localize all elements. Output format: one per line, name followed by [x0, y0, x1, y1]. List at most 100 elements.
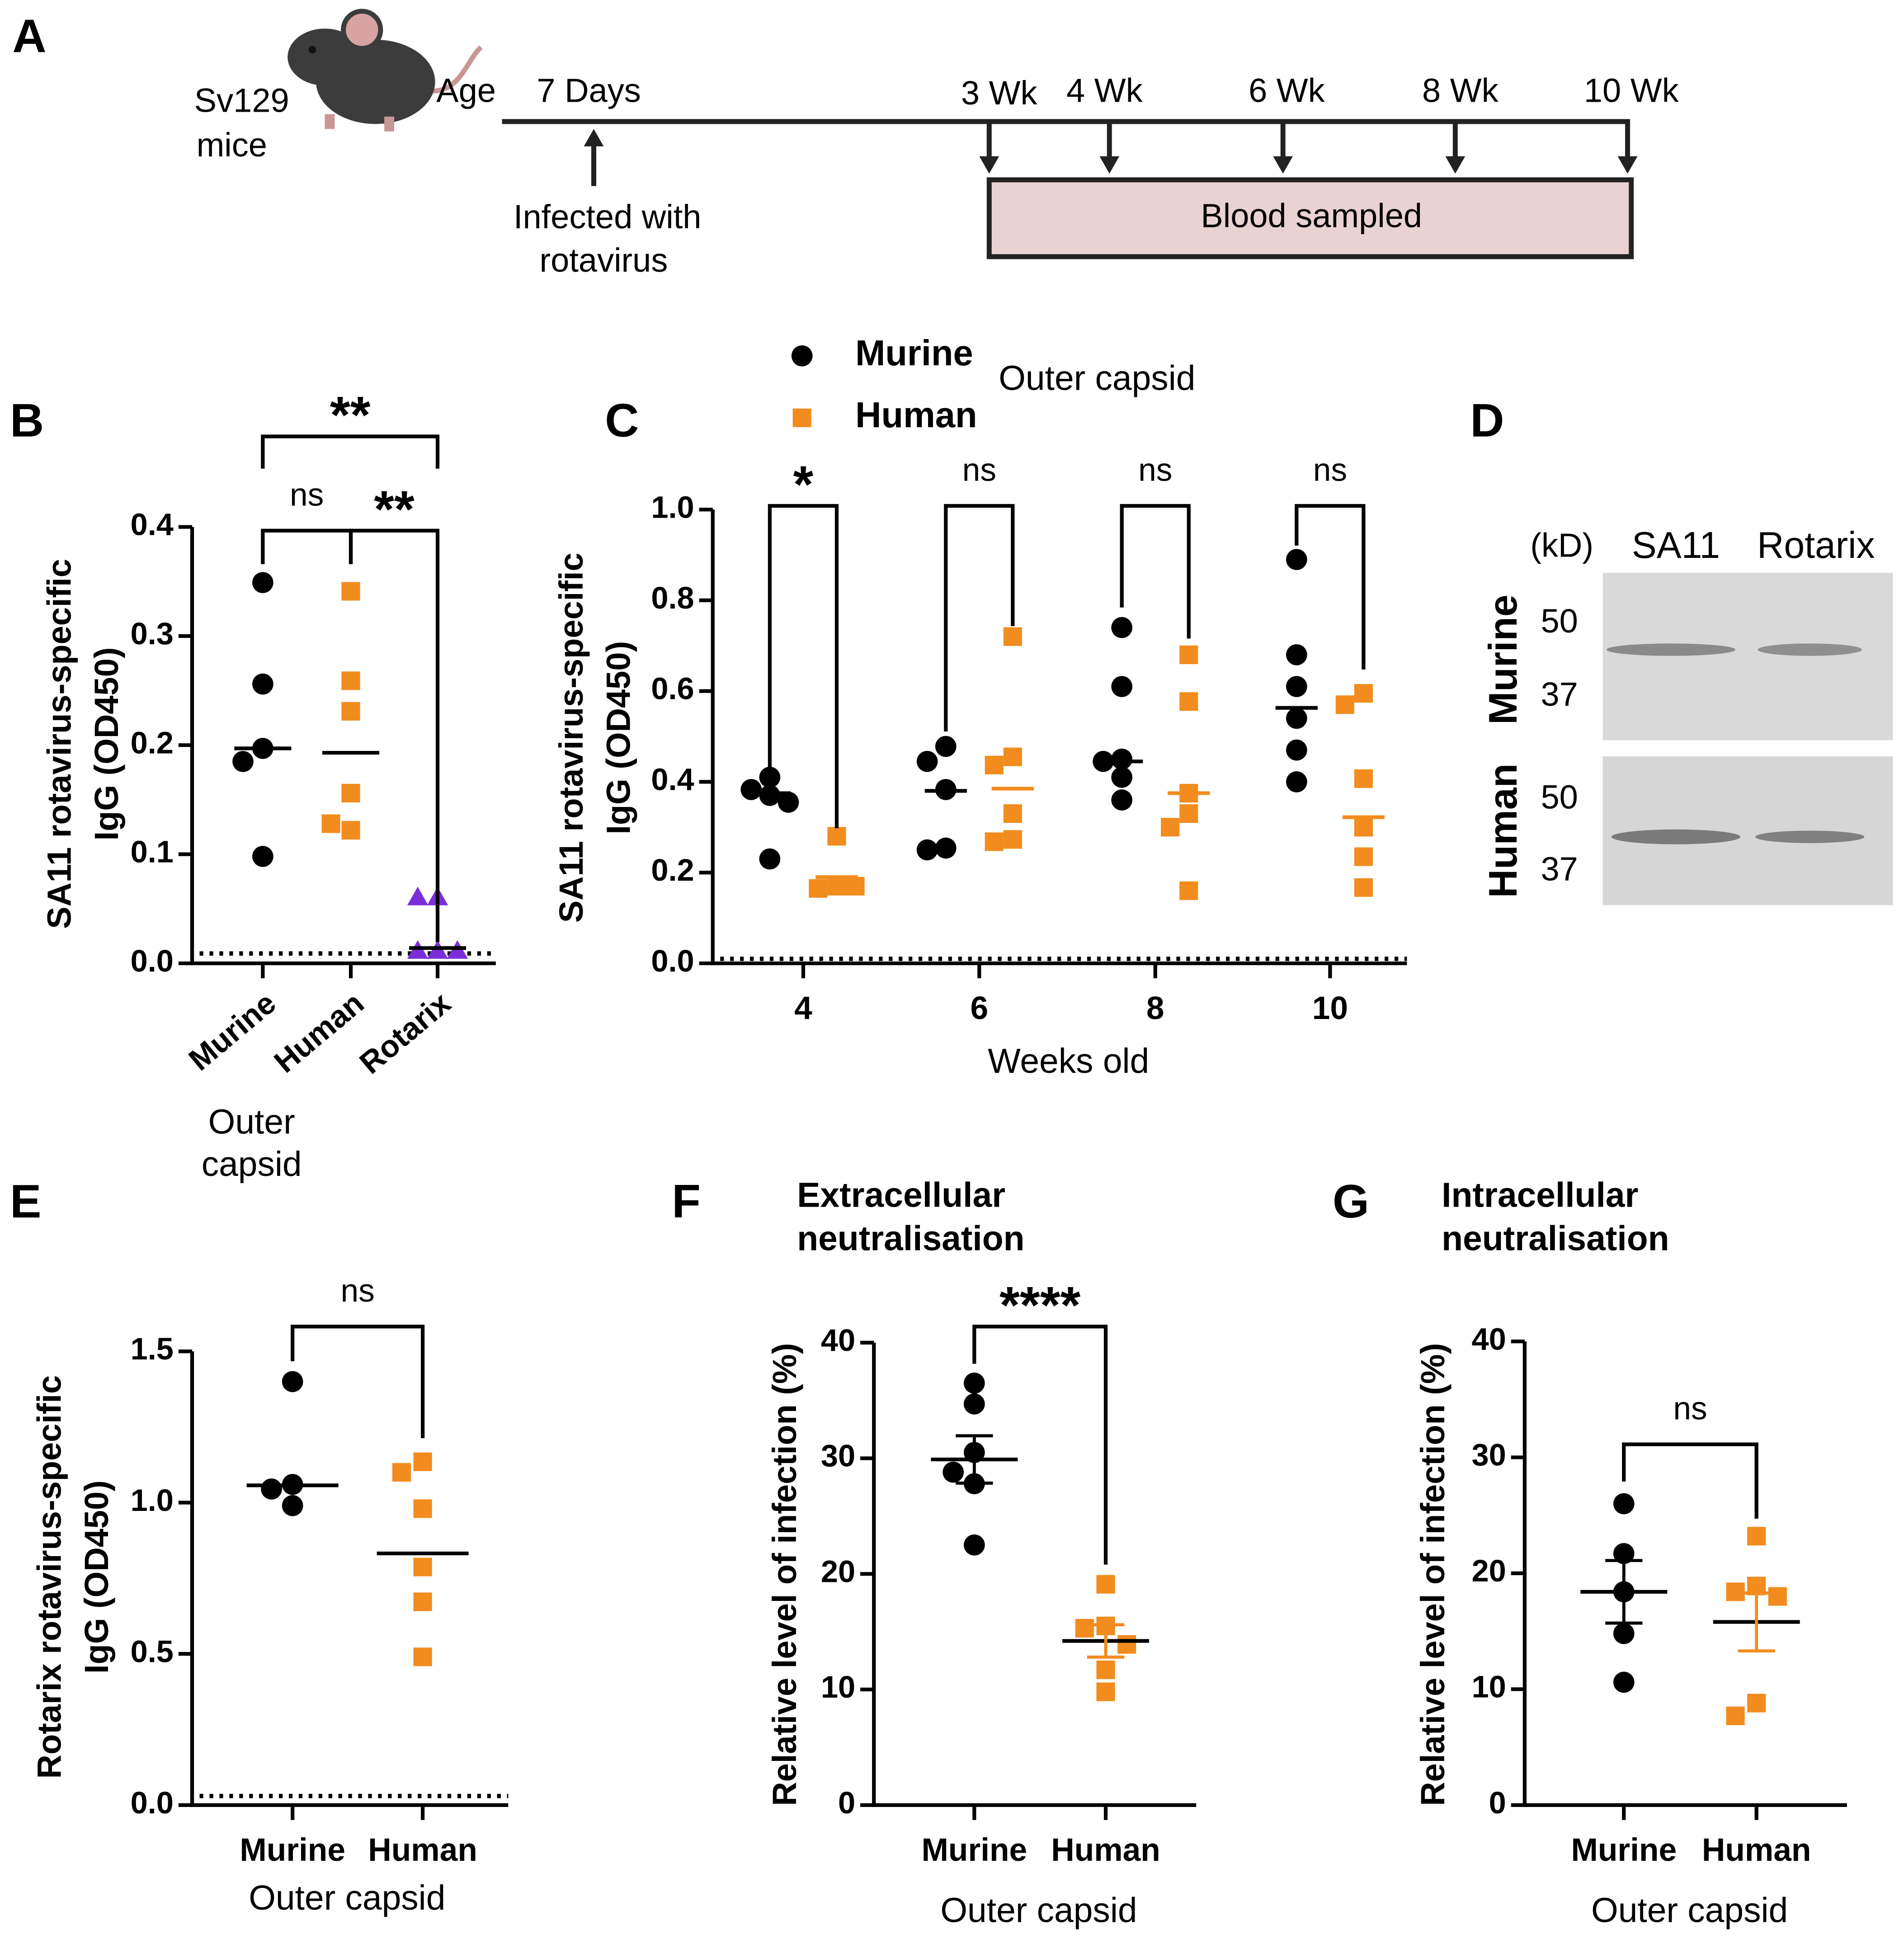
y-axis-label: IgG (OD450): [88, 647, 125, 841]
y-axis-label: SA11 rotavirus-specific: [552, 552, 590, 923]
y-tick-label: 10: [821, 1670, 855, 1704]
data-point: [392, 1463, 411, 1482]
significance-label: ns: [340, 1273, 374, 1309]
data-point: [1179, 804, 1198, 823]
data-point: [1286, 644, 1307, 665]
y-tick-label: 0.0: [131, 944, 174, 978]
data-point: [282, 1371, 303, 1392]
data-point: [1354, 684, 1373, 703]
x-axis-label: Outer capsid: [940, 1891, 1137, 1930]
panel-letter: F: [672, 1175, 701, 1228]
timeline-label: 7 Days: [537, 71, 641, 109]
data-point: [1075, 1618, 1094, 1638]
panel-letter: D: [1470, 394, 1504, 447]
lane-label: SA11: [1632, 525, 1720, 566]
significance-bracket: [291, 1325, 425, 1439]
x-tick-label: 4: [794, 990, 812, 1026]
chart-title: Intracellular: [1442, 1175, 1638, 1214]
blot-band: [1611, 829, 1741, 845]
data-point: [1111, 676, 1132, 697]
timeline-axis-label: Age: [436, 71, 496, 109]
data-point: [985, 832, 1004, 851]
chart-title: Outer capsid: [999, 359, 1195, 397]
data-point: [1111, 767, 1132, 788]
data-point: [1747, 1694, 1766, 1713]
y-axis-label: Rotarix rotavirus-specific: [31, 1375, 68, 1779]
subject-label: mice: [197, 126, 267, 164]
lane-label: Rotarix: [1757, 525, 1875, 566]
blot-image: [1602, 573, 1893, 741]
y-tick-label: 30: [821, 1439, 855, 1473]
data-point: [341, 702, 360, 721]
y-tick-label: 0.0: [131, 1785, 174, 1820]
data-point: [985, 755, 1004, 774]
significance-bracket: [768, 504, 839, 828]
data-point: [413, 1557, 432, 1576]
data-point: [1286, 708, 1307, 729]
error-bar: [956, 1434, 993, 1485]
y-tick-label: 20: [821, 1554, 855, 1589]
x-tick-label: Human: [268, 985, 370, 1079]
y-tick-label: 30: [1472, 1438, 1506, 1472]
data-point: [778, 792, 799, 813]
data-point: [916, 750, 938, 772]
y-axis-label: IgG (OD450): [599, 641, 637, 835]
significance-label: ns: [1673, 1391, 1707, 1427]
data-point: [321, 814, 340, 833]
x-tick-label: Rotarix: [353, 985, 457, 1081]
legend-label: Murine: [855, 333, 973, 373]
legend-label: Human: [855, 395, 977, 435]
y-tick-label: 0.3: [131, 616, 174, 651]
data-point: [1613, 1543, 1635, 1564]
data-point: [341, 671, 360, 690]
y-tick-label: 0.4: [131, 507, 174, 542]
data-point: [759, 767, 781, 788]
data-point: [1003, 747, 1022, 766]
y-tick-label: 40: [1472, 1321, 1506, 1356]
x-tick-label: Murine: [1571, 1832, 1677, 1868]
chart-title: neutralisation: [797, 1219, 1024, 1258]
y-tick-label: 0.1: [131, 835, 174, 869]
blot-row-label: Murine: [1481, 595, 1525, 725]
significance-label: ns: [962, 452, 996, 488]
y-axis-label: SA11 rotavirus-specific: [41, 559, 78, 929]
data-point: [964, 1534, 985, 1556]
data-point: [827, 877, 846, 896]
data-point: [1096, 1661, 1115, 1680]
data-point: [1726, 1706, 1745, 1725]
significance-label: ****: [999, 1276, 1080, 1334]
data-point: [916, 839, 938, 861]
mw-marker: 37: [1541, 850, 1578, 887]
x-tick-label: Human: [1702, 1832, 1811, 1868]
x-axis-label: capsid: [202, 1145, 302, 1184]
x-axis-label: Outer: [208, 1103, 295, 1142]
significance-label: ns: [1313, 452, 1347, 488]
panel-letter: A: [12, 10, 46, 62]
y-tick-label: 1.0: [131, 1483, 174, 1518]
sampling-box: [986, 177, 1634, 260]
data-point: [1096, 1575, 1115, 1594]
x-tick-label: Murine: [240, 1832, 345, 1868]
y-axis-label: Relative level of infection (%): [766, 1343, 803, 1806]
data-point: [261, 1478, 282, 1500]
data-point: [740, 779, 762, 800]
data-point: [341, 582, 360, 601]
timeline-lines: [502, 119, 1638, 186]
y-axis-label: Relative level of infection (%): [1414, 1343, 1452, 1806]
data-point: [1747, 1527, 1766, 1546]
data-point: [1354, 847, 1373, 866]
timeline-label: 6 Wk: [1249, 71, 1325, 109]
data-point: [413, 1452, 432, 1471]
blot-unit: (kD): [1530, 527, 1593, 564]
data-point: [407, 887, 429, 906]
data-point: [1161, 818, 1180, 837]
x-tick-label: Murine: [182, 985, 283, 1077]
data-point: [1286, 771, 1307, 793]
significance-label: *: [793, 456, 814, 514]
data-point: [1286, 676, 1307, 697]
data-point: [1117, 1635, 1136, 1654]
chart-title: Extracellular: [797, 1175, 1005, 1214]
data-point: [1003, 830, 1022, 849]
panel-letter: E: [10, 1175, 41, 1228]
blot-band: [1606, 643, 1736, 656]
